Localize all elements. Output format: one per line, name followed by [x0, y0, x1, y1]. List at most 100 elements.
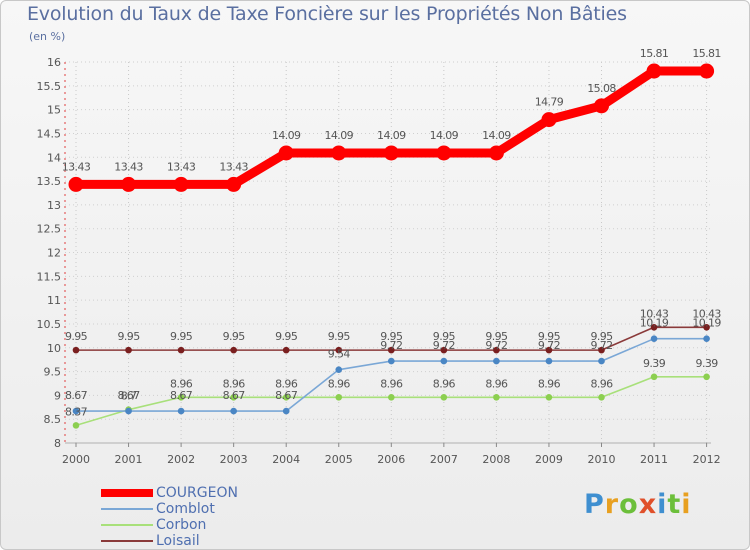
- data-point-loisail: [650, 323, 658, 331]
- data-point-courgeon: [226, 176, 242, 192]
- y-tick-label: 13.5: [37, 175, 62, 188]
- y-tick-label: 11: [47, 294, 61, 307]
- data-point-loisail: [545, 346, 553, 354]
- data-label-loisail: 10.43: [692, 307, 721, 320]
- data-label-comblot: 8.67: [65, 389, 88, 402]
- y-tick-label: 9.5: [44, 366, 62, 379]
- data-label-loisail: 9.95: [170, 330, 193, 343]
- data-label-comblot: 8.67: [275, 389, 298, 402]
- data-label-corbon: 8.96: [275, 377, 298, 390]
- data-label-courgeon: 14.09: [325, 129, 354, 142]
- data-point-loisail: [493, 346, 500, 354]
- data-label-corbon: 8.96: [170, 377, 193, 390]
- data-label-loisail: 9.95: [275, 330, 298, 343]
- data-point-courgeon: [173, 176, 189, 192]
- x-tick-label: 2012: [693, 453, 721, 466]
- data-label-loisail: 9.95: [118, 330, 141, 343]
- legend-swatch-corbon: [101, 524, 153, 526]
- logo-letter: o: [619, 489, 639, 520]
- data-point-courgeon: [68, 176, 84, 192]
- data-label-corbon: 8.96: [380, 377, 403, 390]
- data-label-comblot: 10.19: [692, 317, 721, 330]
- data-point-corbon: [598, 393, 605, 401]
- data-label-corbon: 9.39: [696, 357, 719, 370]
- data-label-corbon: 8.96: [328, 377, 351, 390]
- data-label-corbon: 9.39: [643, 357, 666, 370]
- data-point-loisail: [72, 346, 80, 354]
- data-label-corbon: 8.96: [433, 377, 456, 390]
- proxiti-logo: Proxiti: [584, 489, 692, 520]
- x-tick-label: 2000: [62, 453, 90, 466]
- data-label-courgeon: 13.43: [167, 160, 196, 173]
- data-point-comblot: [703, 335, 710, 343]
- data-point-corbon: [230, 393, 237, 401]
- data-label-corbon: 8.96: [223, 377, 246, 390]
- data-point-loisail: [177, 346, 185, 354]
- data-point-loisail: [598, 346, 605, 354]
- data-point-corbon: [545, 393, 553, 401]
- data-point-corbon: [177, 393, 185, 401]
- data-label-loisail: 10.43: [640, 307, 669, 320]
- data-label-courgeon: 14.09: [377, 129, 406, 142]
- legend-item-corbon: Corbon: [101, 517, 238, 533]
- data-label-courgeon: 13.43: [62, 160, 91, 173]
- x-tick-label: 2005: [325, 453, 353, 466]
- data-label-courgeon: 13.43: [114, 160, 143, 173]
- data-point-comblot: [125, 407, 132, 415]
- logo-letter: i: [681, 489, 692, 520]
- data-point-comblot: [493, 357, 500, 365]
- data-point-corbon: [650, 373, 658, 381]
- data-label-comblot: 9.72: [433, 339, 455, 352]
- data-label-corbon: 8.96: [538, 377, 561, 390]
- legend-label-comblot: Comblot: [156, 500, 215, 517]
- legend-label-corbon: Corbon: [156, 516, 207, 533]
- data-label-loisail: 9.95: [328, 330, 351, 343]
- data-point-corbon: [703, 373, 710, 381]
- data-point-comblot: [388, 357, 395, 365]
- legend-swatch-courgeon: [101, 489, 153, 497]
- data-point-comblot: [598, 357, 605, 365]
- data-label-comblot: 9.72: [590, 339, 612, 352]
- data-label-comblot: 8.67: [170, 389, 193, 402]
- data-point-comblot: [230, 407, 237, 415]
- data-point-loisail: [335, 346, 343, 354]
- data-point-loisail: [282, 346, 290, 354]
- data-label-loisail: 9.95: [538, 330, 561, 343]
- data-point-corbon: [493, 393, 500, 401]
- legend-label-loisail: Loisail: [156, 532, 200, 549]
- x-tick-label: 2010: [588, 453, 616, 466]
- x-tick-label: 2007: [430, 453, 458, 466]
- data-point-comblot: [177, 407, 185, 415]
- data-point-corbon: [388, 393, 395, 401]
- data-label-courgeon: 14.79: [535, 96, 564, 109]
- logo-letter: P: [584, 489, 605, 520]
- data-point-courgeon: [436, 145, 452, 161]
- y-tick-label: 16: [47, 56, 61, 69]
- data-label-comblot: 9.72: [380, 339, 402, 352]
- data-point-loisail: [703, 323, 710, 331]
- data-point-courgeon: [383, 145, 399, 161]
- data-label-corbon: 8.37: [65, 405, 88, 418]
- data-label-courgeon: 15.81: [640, 47, 669, 60]
- data-label-comblot: 9.54: [328, 348, 351, 361]
- x-tick-label: 2008: [482, 453, 510, 466]
- logo-letter: x: [638, 489, 658, 520]
- y-tick-label: 8.5: [44, 413, 62, 426]
- x-tick-label: 2004: [272, 453, 300, 466]
- data-label-courgeon: 13.43: [219, 160, 248, 173]
- legend-label-courgeon: COURGEON: [156, 484, 238, 501]
- y-tick-label: 8: [54, 437, 61, 450]
- legend-item-courgeon: COURGEON: [101, 485, 238, 501]
- y-tick-label: 9: [54, 389, 61, 402]
- data-label-loisail: 9.95: [590, 330, 613, 343]
- data-label-comblot: 9.72: [538, 339, 560, 352]
- legend-swatch-loisail: [101, 540, 153, 542]
- data-label-courgeon: 14.09: [272, 129, 301, 142]
- data-point-courgeon: [121, 176, 137, 192]
- data-label-courgeon: 14.09: [430, 129, 459, 142]
- y-tick-label: 14.5: [37, 127, 62, 140]
- data-point-corbon: [440, 393, 448, 401]
- legend-swatch-comblot: [101, 508, 153, 510]
